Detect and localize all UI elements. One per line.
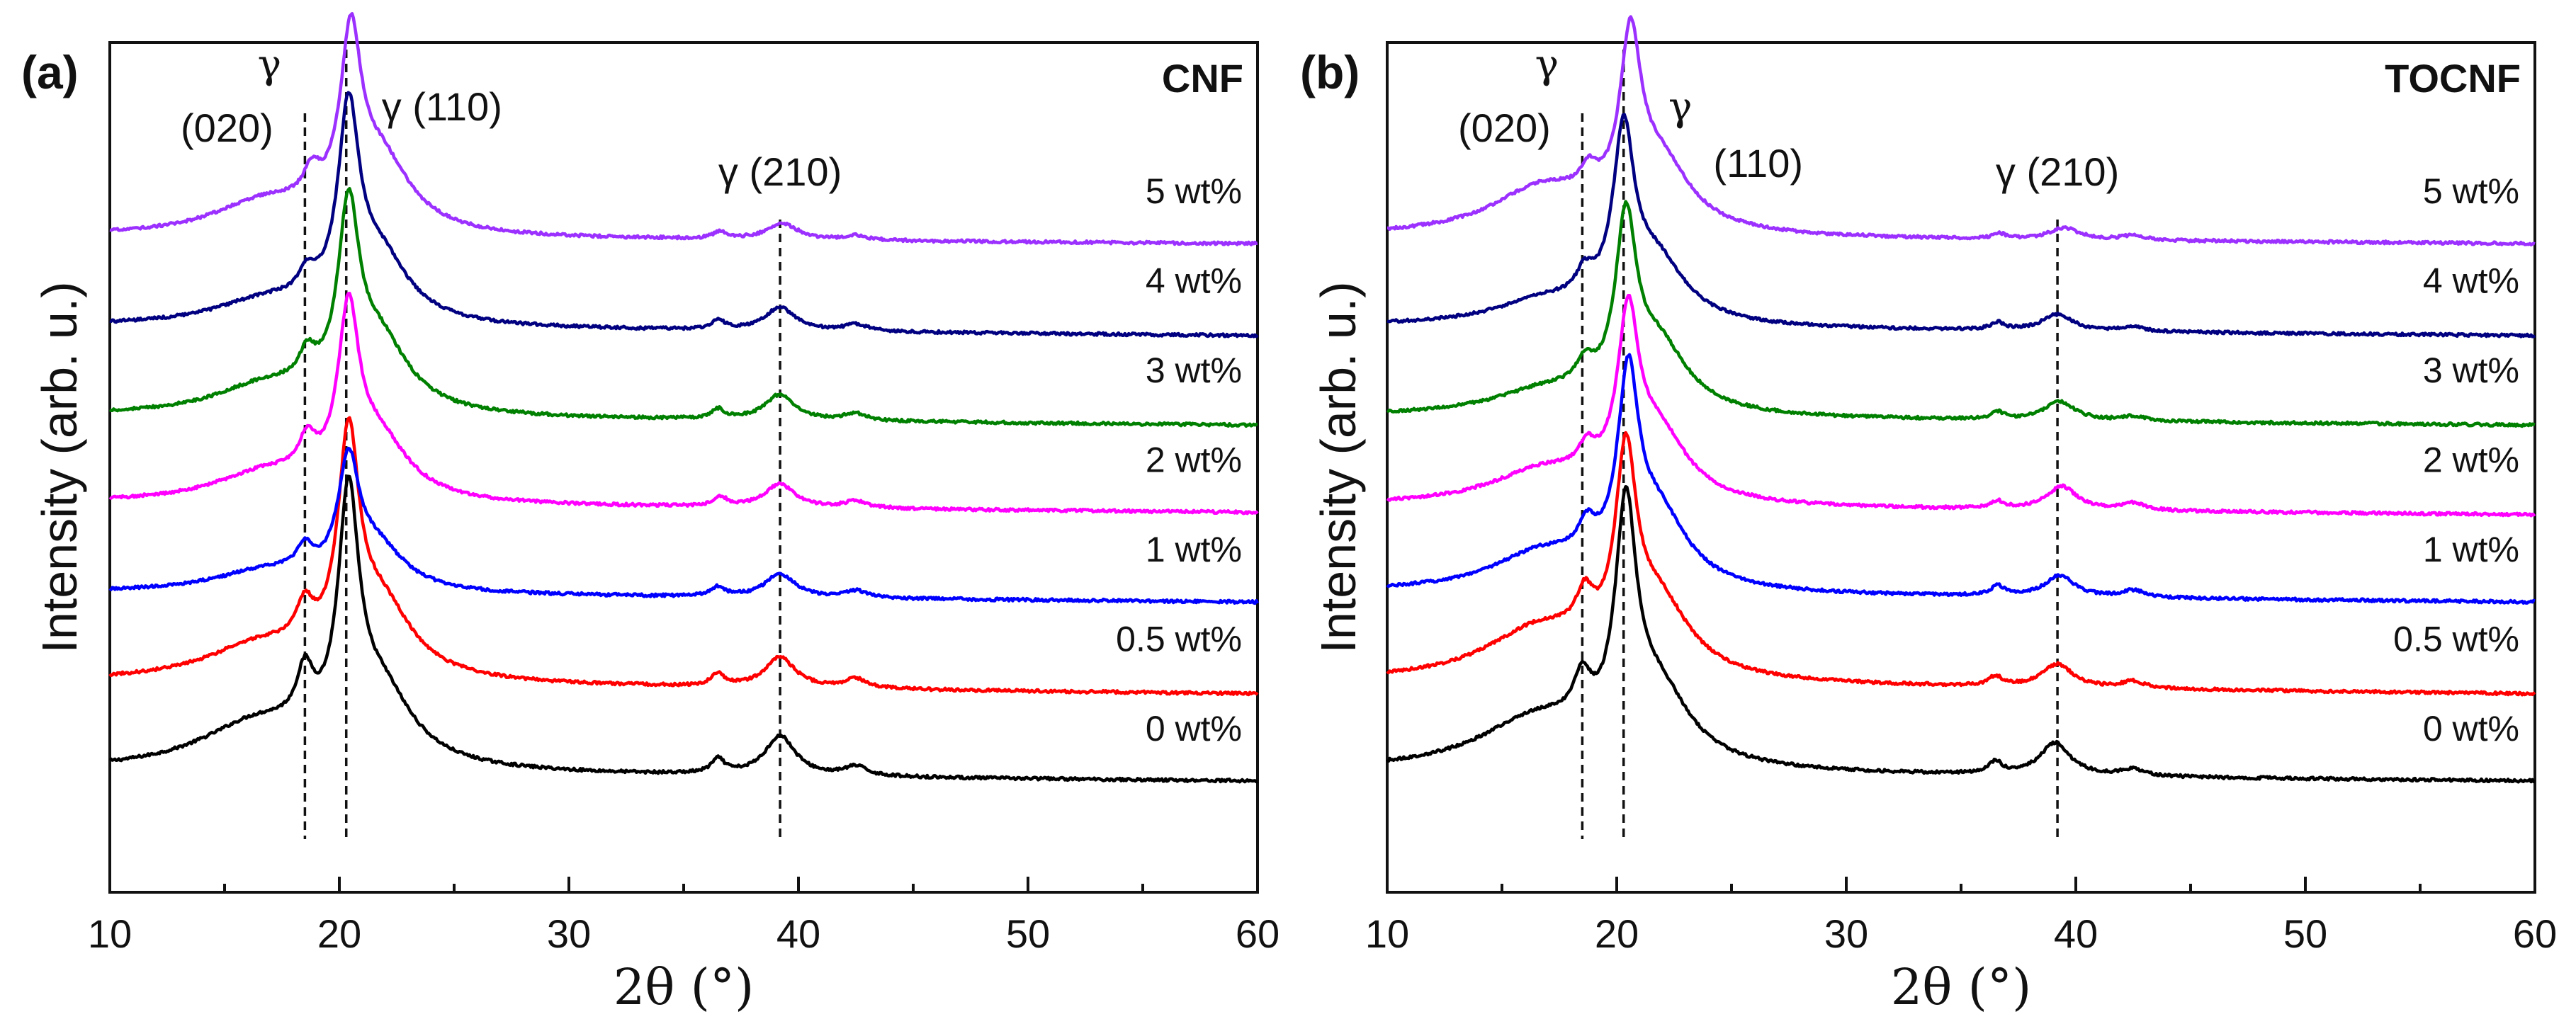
annotation-hkl: (020) [181,106,273,150]
y-axis-label: Intensity (arb. u.) [1311,281,1366,653]
x-tick-label: 50 [1006,911,1050,956]
x-tick-label: 30 [547,911,591,956]
series-label: 0.5 wt% [2393,620,2519,659]
series-line [1386,484,2536,784]
x-tick-label: 40 [2054,911,2098,956]
x-tick-label: 30 [1824,911,1868,956]
annotation-hkl: (110) [1713,141,1803,186]
series-label: 3 wt% [2423,351,2519,390]
curve-labels: 0 wt% 0.5 wt% 1 wt% 2 wt% 3 wt% 4 wt% 5 wt% [1116,171,1242,748]
curve-labels: 0 wt% 0.5 wt% 1 wt% 2 wt% 3 wt% 4 wt% 5 wt% [2393,171,2519,748]
panel-b: (b) TOCNF 2θ (°) Intensity (arb. u.) 10 2… [1300,15,2557,1016]
series-label: 5 wt% [2423,171,2519,211]
peak-annotations: γ (020) γ (110) γ (210) [181,42,842,194]
series-line [1386,113,2536,338]
panel-a: (a) CNF 2θ (°) Intensity (arb. u.) 10 20 3… [21,11,1279,1016]
series-line [108,292,1259,516]
series-label: 1 wt% [2423,530,2519,569]
series-line [108,446,1260,605]
series-label: 0 wt% [1146,709,1242,748]
annotation-gamma: γ [258,42,281,88]
series-label: 0 wt% [2423,709,2519,748]
curves [1386,15,2536,784]
peak-annotations: γ (020) γ (110) γ (210) [1458,42,2119,194]
series-line [1386,15,2536,246]
peak-marker-lines [303,50,781,839]
x-axis-label: 2θ (°) [1891,958,2032,1016]
series-label: 2 wt% [2423,440,2519,480]
x-tick-label: 50 [2283,911,2327,956]
series-line [108,474,1258,784]
annotation-text: γ (210) [1996,149,2119,194]
x-ticks: 10 20 30 40 50 60 [88,877,1279,956]
series-label: 4 wt% [1146,261,1242,301]
x-tick-label: 60 [1236,911,1279,956]
annotation-gamma: γ [1668,84,1692,130]
series-line [108,416,1259,697]
series-line [1386,200,2536,428]
panel-title: TOCNF [2385,56,2521,101]
series-line [109,11,1258,246]
plot-frame [1386,41,2536,894]
peak-marker-lines [1581,50,2059,839]
panel-title: CNF [1162,56,1243,101]
series-label: 0.5 wt% [1116,620,1242,659]
annotation-gamma: γ [1535,42,1559,88]
x-tick-label: 60 [2513,911,2557,956]
x-tick-label: 20 [317,911,361,956]
curves [108,11,1260,784]
x-tick-label: 40 [776,911,820,956]
x-tick-label: 10 [1365,911,1409,956]
series-line [1386,353,2536,605]
plot-frame [108,41,1259,894]
x-axis-label: 2θ (°) [614,958,755,1016]
series-label: 4 wt% [2423,261,2519,301]
x-tick-label: 20 [1595,911,1639,956]
series-label: 1 wt% [1146,530,1242,569]
annotation-text: γ (210) [718,149,842,194]
x-ticks: 10 20 30 40 50 60 [1365,877,2557,956]
annotation-hkl: (020) [1458,106,1551,150]
panel-label: (a) [21,46,79,98]
series-label: 5 wt% [1146,171,1242,211]
series-label: 3 wt% [1146,351,1242,390]
series-line [1386,431,2536,697]
panel-label: (b) [1300,46,1360,98]
series-line [109,91,1259,338]
series-line [108,187,1258,428]
series-line [1386,293,2536,518]
annotation-text: γ (110) [382,84,502,129]
series-label: 2 wt% [1146,440,1242,480]
y-axis-label: Intensity (arb. u.) [32,281,87,653]
x-tick-label: 10 [88,911,132,956]
